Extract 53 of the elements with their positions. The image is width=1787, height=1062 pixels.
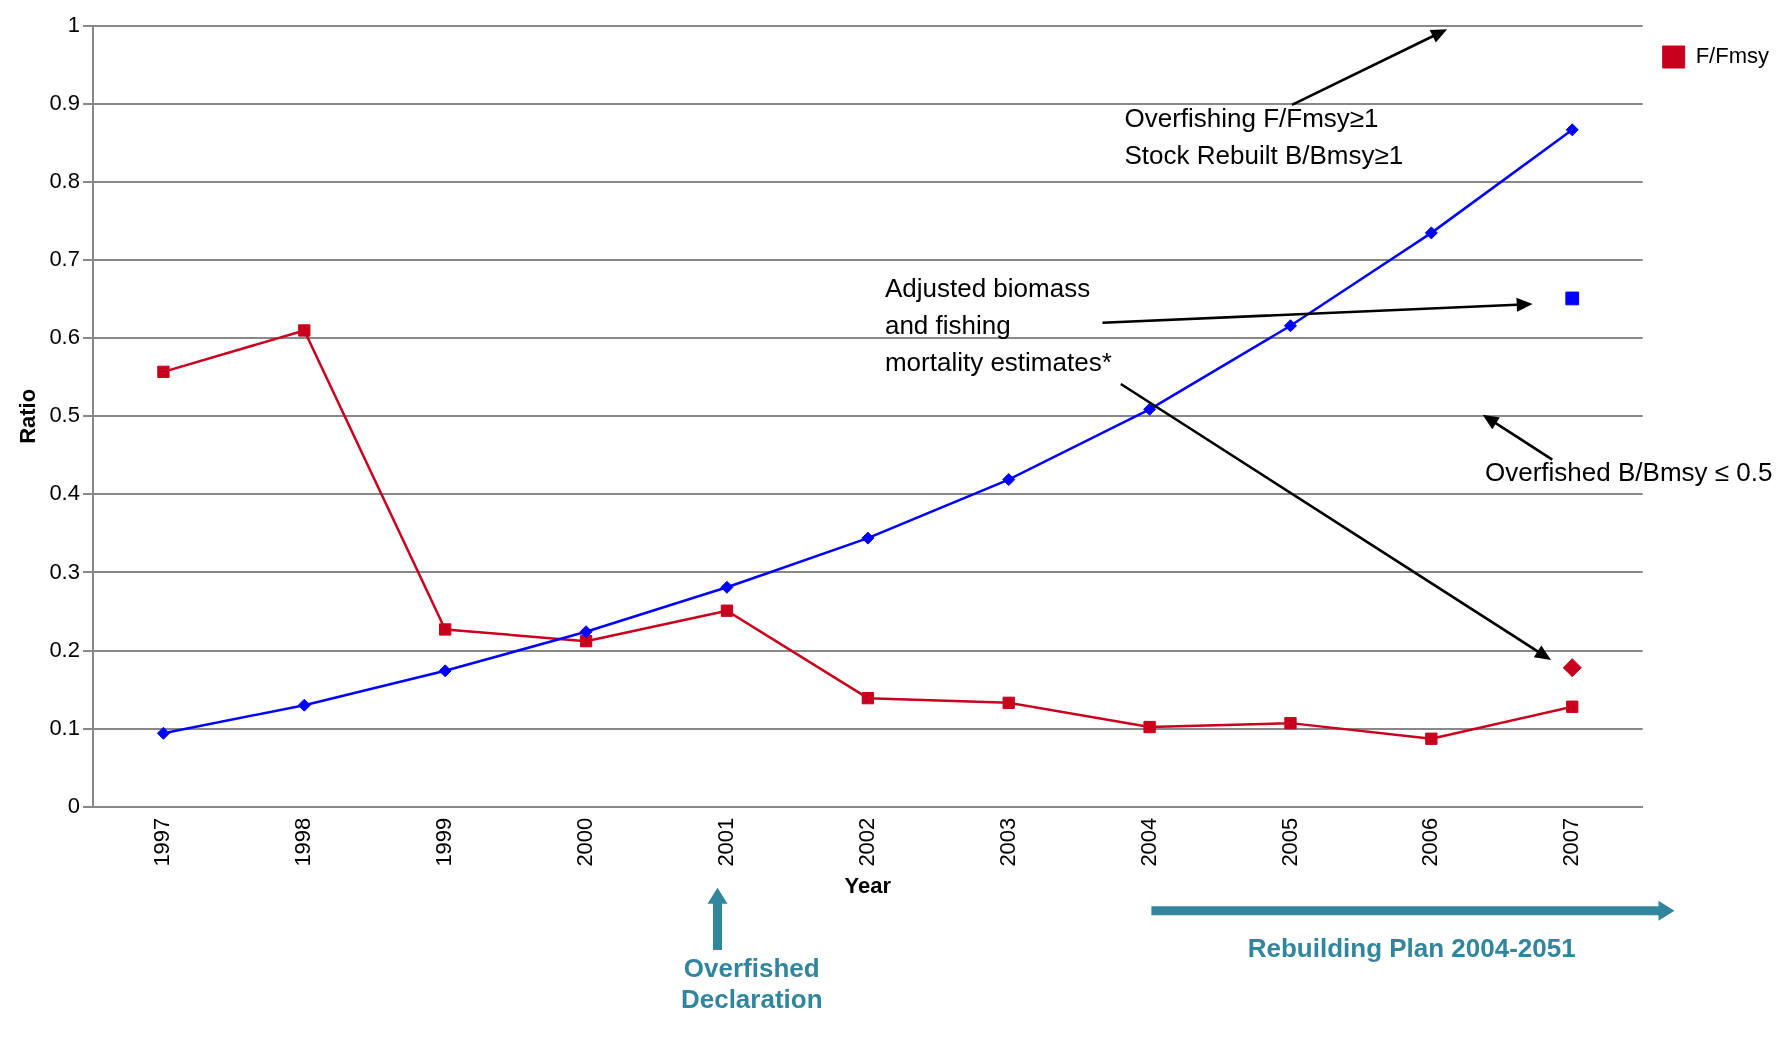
point [439, 623, 452, 636]
point [438, 664, 452, 678]
point [297, 698, 311, 712]
point [1566, 700, 1579, 713]
x-tick-label: 2007 [1558, 817, 1584, 867]
point [1565, 291, 1580, 306]
text: Overfished Declaration [680, 952, 823, 1015]
y-tick-label: 0.7 [49, 246, 80, 272]
point [1562, 658, 1582, 678]
y-tick-label: 0.6 [49, 324, 80, 350]
point [1283, 319, 1297, 333]
y-tick-label: 0 [67, 792, 80, 818]
point [1565, 123, 1579, 137]
point [156, 726, 170, 740]
point [298, 324, 311, 337]
point [861, 531, 875, 545]
x-tick-label: 2003 [994, 817, 1020, 867]
x-tick-label: 1999 [431, 817, 457, 867]
point [1425, 732, 1438, 745]
y-tick-label: 1 [67, 12, 80, 38]
legend-label: F/Fmsy [1695, 43, 1770, 69]
y-tick-label: 0.5 [49, 402, 80, 428]
y-tick-label: 0.1 [49, 714, 80, 740]
x-axis-title: Year [844, 872, 892, 898]
y-tick-label: 0.9 [49, 90, 80, 116]
point [720, 580, 734, 594]
point [579, 625, 593, 639]
point [861, 691, 874, 705]
x-tick-label: 2005 [1276, 817, 1302, 867]
point [1002, 473, 1016, 487]
annotation: Overfished B/Bmsy ≤ 0.5 [1485, 456, 1773, 487]
point [157, 365, 170, 378]
point [720, 604, 734, 617]
point [1143, 720, 1156, 734]
x-tick-label: 2001 [713, 817, 739, 867]
x-tick-label: 2004 [1135, 817, 1161, 867]
point [1002, 696, 1015, 709]
point [1143, 402, 1157, 416]
annotation: Overfishing F/Fmsy≥1 Stock Rebuilt B/Bmsy≥1 [1124, 103, 1404, 171]
y-tick-label: 0.2 [49, 636, 80, 662]
x-tick-label: 2000 [572, 817, 598, 867]
y-tick-label: 0.8 [49, 168, 80, 194]
text: Rebuilding Plan 2004-2051 [1247, 933, 1576, 964]
x-tick-label: 2006 [1417, 817, 1443, 867]
point [1284, 716, 1297, 730]
y-axis-title: Ratio [15, 388, 41, 444]
x-tick-label: 1997 [149, 817, 175, 867]
y-tick-label: 0.4 [49, 480, 80, 506]
annotation: Adjusted biomass and fishing mortality estimates* [884, 273, 1112, 377]
x-tick-label: 2002 [853, 817, 879, 867]
y-tick-label: 0.3 [49, 558, 80, 584]
x-tick-label: 1998 [290, 817, 316, 867]
point [1424, 226, 1438, 240]
